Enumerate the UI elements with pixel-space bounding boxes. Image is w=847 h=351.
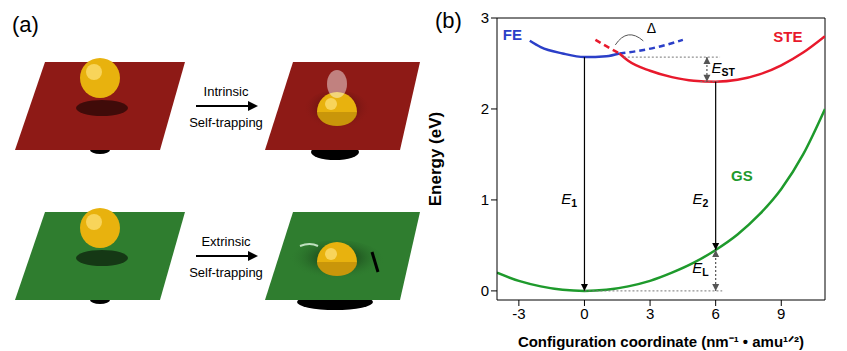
svg-text:9: 9 — [777, 305, 785, 322]
svg-text:FE: FE — [503, 26, 522, 43]
svg-text:(a): (a) — [12, 12, 39, 37]
svg-text:Extrinsic: Extrinsic — [201, 234, 251, 249]
svg-text:EL: EL — [692, 259, 709, 278]
svg-text:Δ: Δ — [647, 20, 656, 36]
svg-text:0: 0 — [580, 305, 588, 322]
svg-text:Energy (eV): Energy (eV) — [426, 112, 445, 206]
svg-text:STE: STE — [773, 28, 802, 45]
html-text:(b): (b) — [435, 8, 462, 33]
svg-text:Configuration coordinate (nm⁻¹: Configuration coordinate (nm⁻¹ • amu¹ᐟ²) — [518, 333, 804, 350]
svg-text:E2: E2 — [692, 190, 708, 209]
svg-text:E1: E1 — [561, 190, 577, 209]
svg-text:2: 2 — [481, 100, 489, 117]
svg-text:Self-trapping: Self-trapping — [189, 265, 263, 280]
svg-text:0: 0 — [481, 282, 489, 299]
svg-text:EST: EST — [712, 59, 736, 78]
svg-text:-3: -3 — [512, 305, 525, 322]
svg-text:GS: GS — [731, 167, 753, 184]
svg-text:1: 1 — [481, 191, 489, 208]
svg-text:Self-trapping: Self-trapping — [189, 115, 263, 130]
svg-text:3: 3 — [481, 9, 489, 26]
svg-text:Intrinsic: Intrinsic — [204, 84, 249, 99]
svg-text:6: 6 — [711, 305, 719, 322]
svg-text:3: 3 — [646, 305, 654, 322]
